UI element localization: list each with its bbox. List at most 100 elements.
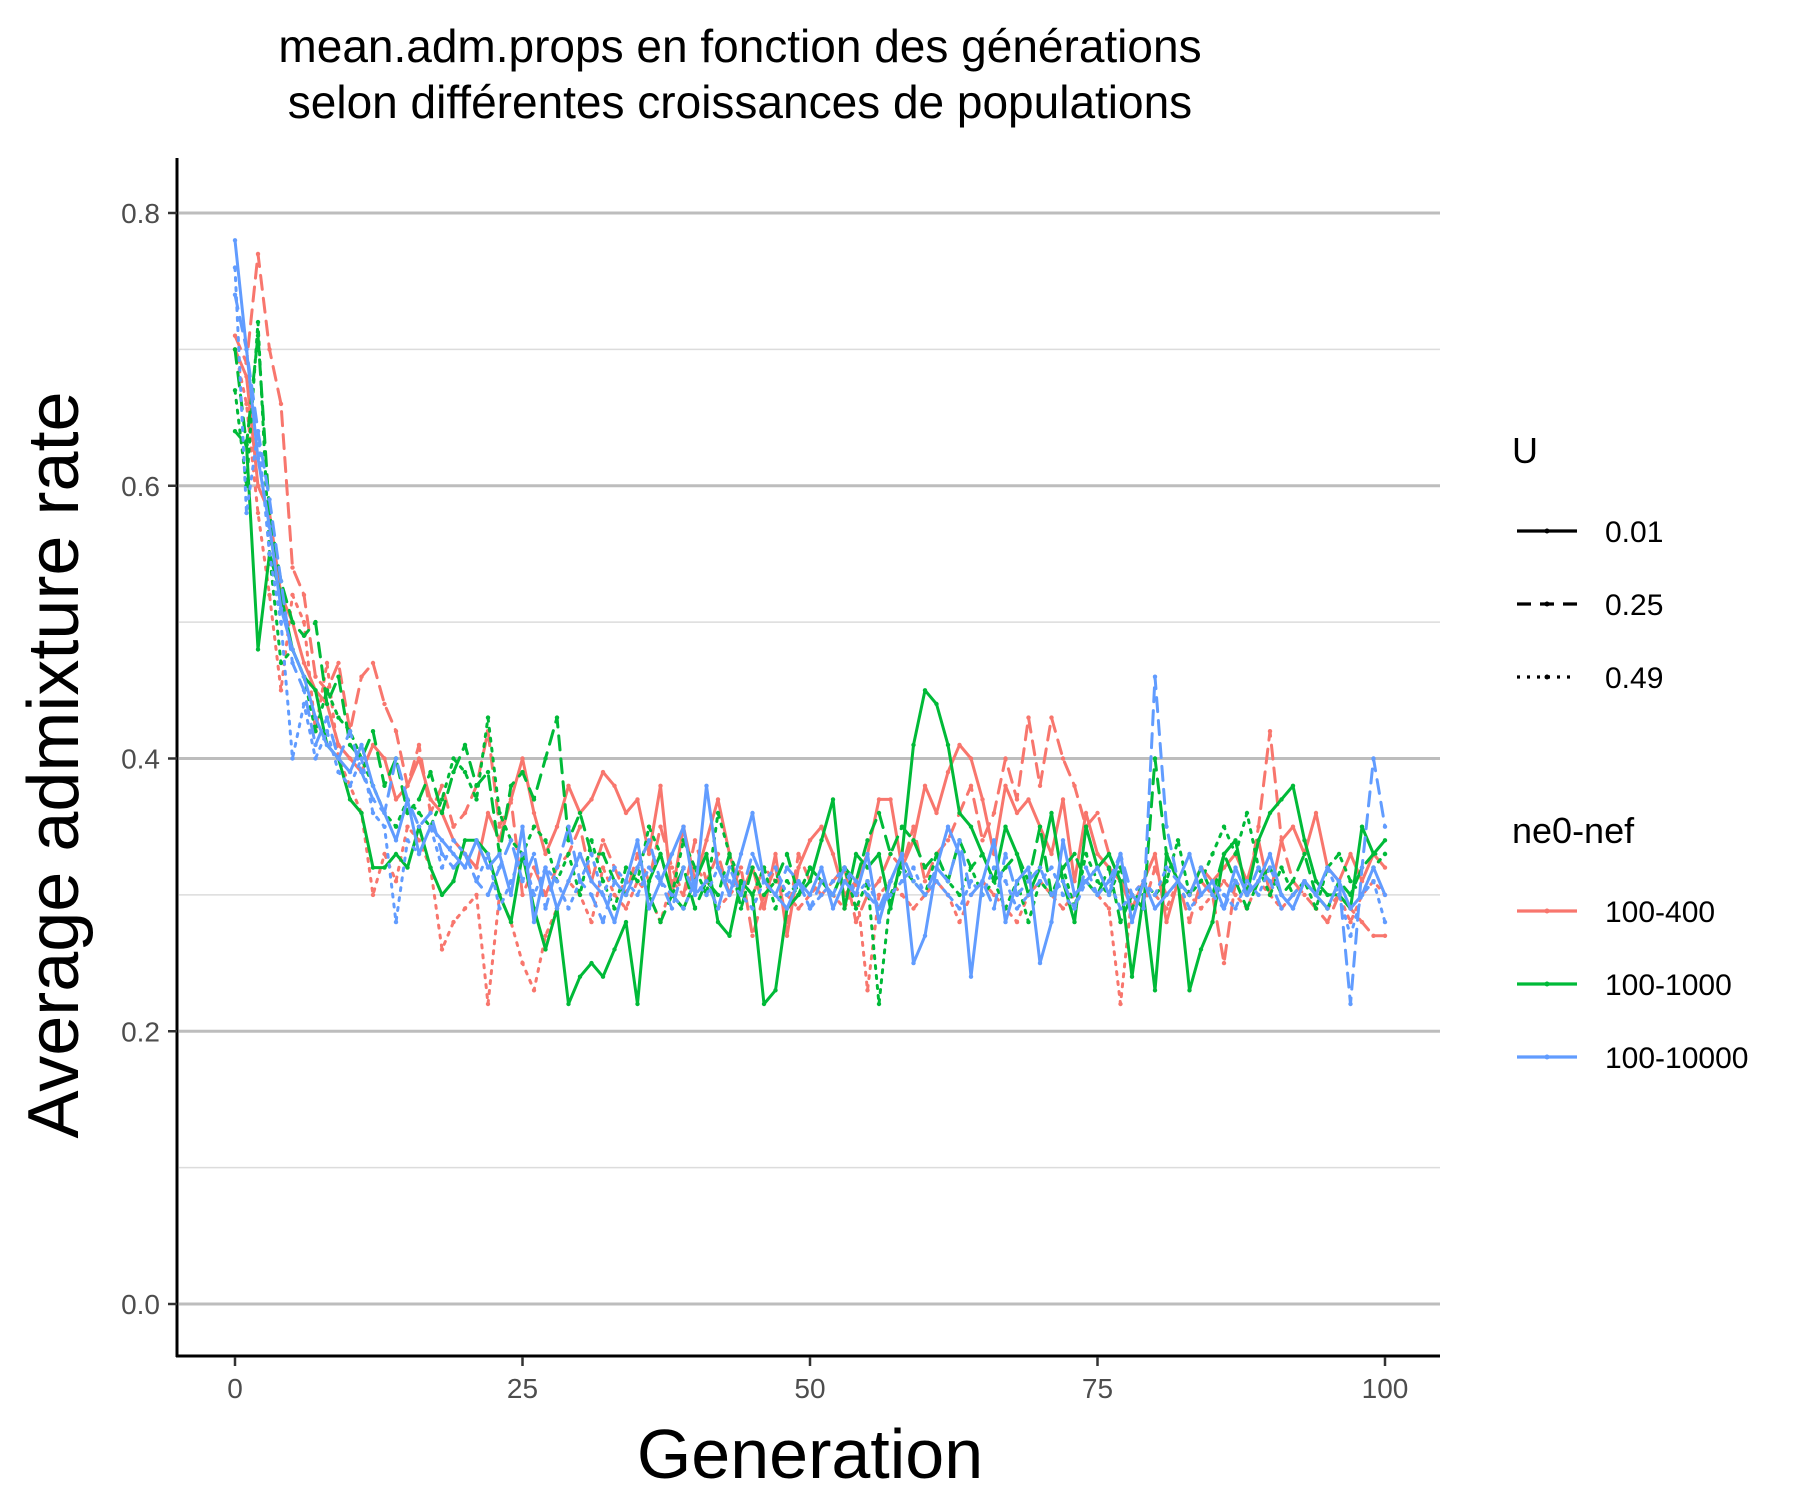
data-point [830, 906, 836, 911]
data-point [957, 919, 962, 925]
data-point [934, 701, 939, 707]
data-point [359, 769, 364, 775]
data-point [232, 292, 238, 297]
data-point [1003, 851, 1008, 857]
data-point [1026, 892, 1031, 898]
data-point [255, 510, 261, 516]
y-axis-ticks: 0.0 0.2 0.4 0.6 0.8 [121, 198, 177, 1320]
data-point [922, 879, 928, 884]
data-point [566, 838, 571, 843]
data-point [324, 742, 330, 748]
data-point [819, 824, 824, 829]
data-point [428, 865, 433, 870]
data-point [1014, 797, 1020, 802]
data-point [370, 865, 376, 870]
data-point [1267, 851, 1273, 857]
data-point [336, 769, 341, 775]
data-point [566, 824, 571, 829]
data-point [232, 333, 238, 338]
data-point [543, 947, 548, 952]
data-point [612, 892, 617, 898]
data-point [428, 769, 433, 775]
legend-title-ne0-nef: ne0-nef [1512, 810, 1635, 851]
data-point [692, 865, 698, 870]
data-point [589, 879, 594, 884]
data-point [600, 974, 606, 979]
data-point [347, 783, 353, 788]
data-point [1014, 919, 1020, 925]
data-point [589, 960, 594, 966]
data-point [876, 797, 882, 802]
data-point [554, 715, 560, 720]
data-point [1359, 865, 1365, 870]
data-point [842, 865, 847, 870]
data-point [1256, 865, 1261, 870]
data-point [853, 892, 859, 898]
data-point [1164, 851, 1169, 857]
data-point [1026, 797, 1031, 802]
data-point [313, 756, 318, 761]
data-point [416, 851, 422, 857]
data-point [1106, 879, 1112, 884]
x-tick-label: 50 [794, 1373, 825, 1404]
data-point [1049, 919, 1054, 925]
data-point [876, 879, 882, 884]
data-point [1118, 879, 1123, 884]
data-point [324, 660, 330, 666]
data-point [1037, 960, 1043, 966]
data-point [646, 879, 652, 884]
data-point [1348, 1001, 1353, 1007]
data-point [474, 838, 479, 843]
data-point [382, 865, 387, 870]
data-point [462, 810, 468, 816]
data-point [1164, 892, 1169, 898]
data-point [934, 810, 939, 816]
data-point [945, 824, 951, 829]
legend-label-u: 0.01 [1605, 516, 1663, 549]
data-point [508, 783, 514, 788]
data-point [232, 388, 238, 393]
data-point [347, 756, 353, 761]
data-point [991, 879, 997, 884]
data-point [439, 851, 445, 857]
data-point [1302, 892, 1307, 898]
data-point [876, 919, 882, 925]
data-point [485, 851, 491, 857]
data-point [945, 879, 951, 884]
data-point [359, 742, 364, 748]
data-point [658, 879, 663, 884]
data-point [1348, 919, 1353, 925]
data-point [405, 865, 410, 870]
data-point [439, 810, 445, 816]
data-point [761, 892, 767, 898]
chart-title-line: mean.adm.props en fonction des génératio… [278, 20, 1201, 72]
data-point [1003, 879, 1008, 884]
data-point [370, 742, 376, 748]
data-point [336, 674, 341, 679]
data-point [612, 906, 617, 911]
data-point [1198, 865, 1204, 870]
data-point [1072, 919, 1077, 925]
data-point [497, 906, 502, 911]
data-point [497, 810, 502, 816]
data-point [428, 824, 433, 829]
legend-key-point [1544, 1054, 1550, 1060]
data-point [1348, 879, 1353, 884]
data-point [600, 879, 606, 884]
legend-label-ne0-nef: 100-400 [1605, 896, 1715, 929]
data-point [957, 892, 962, 898]
data-point [301, 633, 307, 638]
data-point [566, 851, 571, 857]
data-point [278, 401, 284, 407]
data-point [899, 892, 905, 898]
data-point [635, 879, 640, 884]
data-point [1060, 838, 1066, 843]
series-line [233, 266, 1387, 938]
data-point [278, 619, 284, 625]
data-point [370, 729, 376, 734]
y-axis-title: Average admixture rate [14, 391, 94, 1138]
data-point [646, 824, 652, 829]
data-point [1026, 879, 1031, 884]
data-point [393, 824, 399, 829]
data-point [290, 565, 295, 570]
